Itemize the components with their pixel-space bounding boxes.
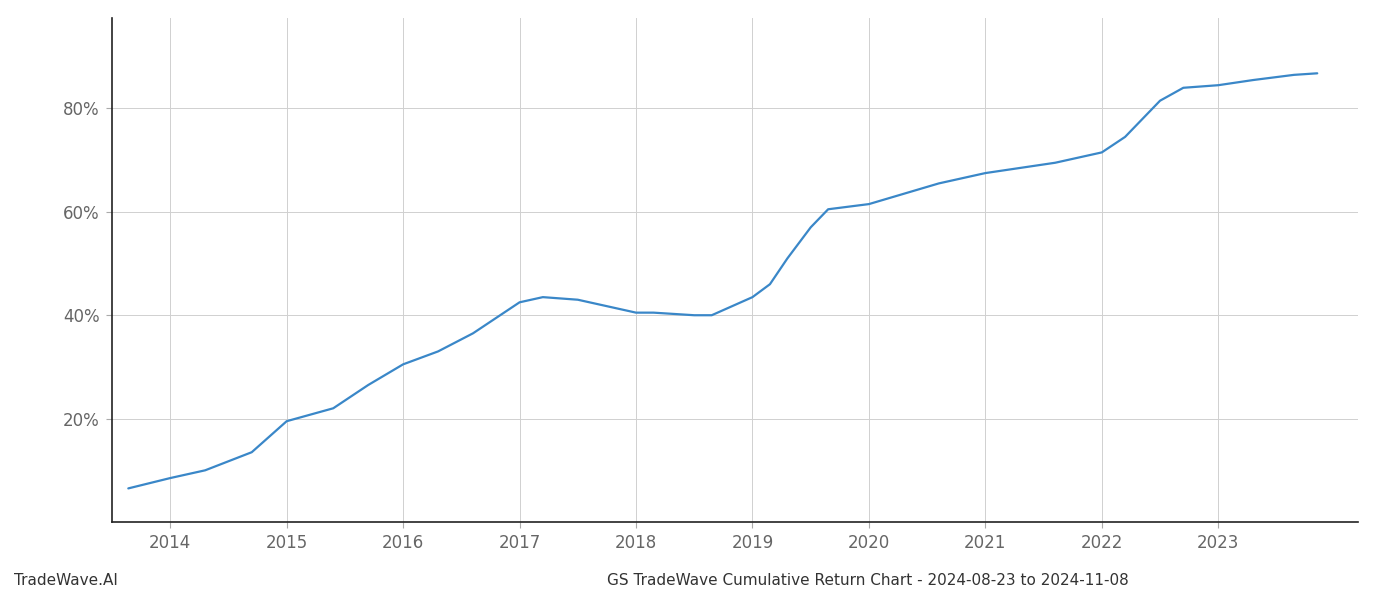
Text: TradeWave.AI: TradeWave.AI — [14, 573, 118, 588]
Text: GS TradeWave Cumulative Return Chart - 2024-08-23 to 2024-11-08: GS TradeWave Cumulative Return Chart - 2… — [608, 573, 1128, 588]
